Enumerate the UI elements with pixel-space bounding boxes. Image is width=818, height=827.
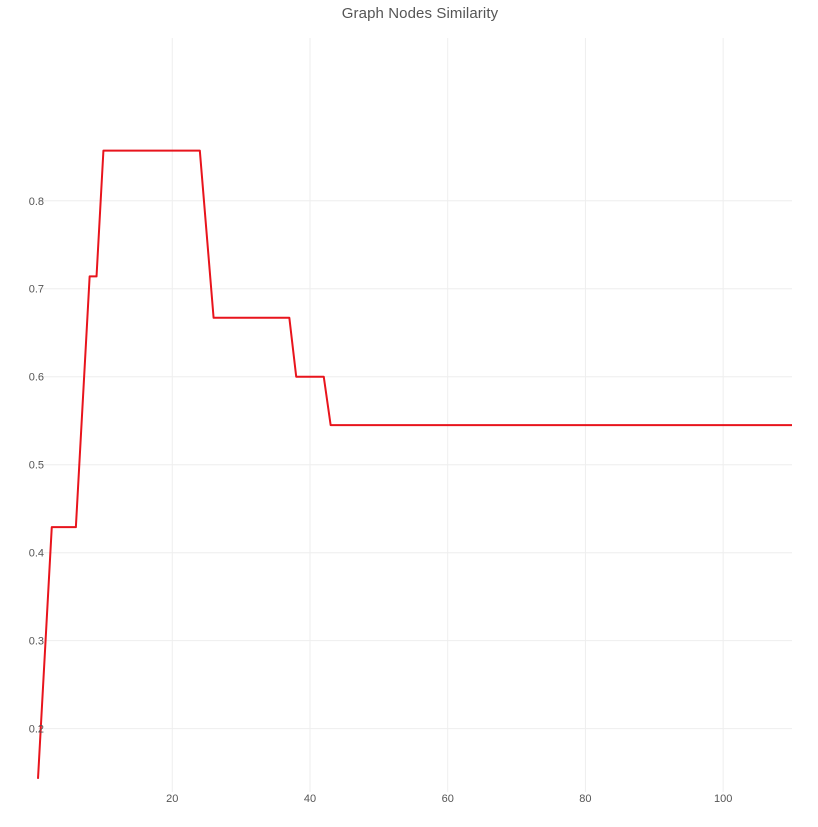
chart-title: Graph Nodes Similarity — [341, 5, 499, 22]
y-tick-label: 0.4 — [29, 548, 44, 560]
y-tick-label: 0.8 — [29, 196, 44, 208]
y-tick-label: 0.7 — [29, 284, 44, 296]
series-layer — [37, 149, 792, 779]
x-tick-label: 80 — [579, 793, 591, 805]
y-tick-label: 0.3 — [29, 636, 44, 648]
x-tick-label: 20 — [166, 793, 178, 805]
x-tick-label: 100 — [714, 793, 732, 805]
x-tick-label: 60 — [442, 793, 454, 805]
grid-lines — [38, 38, 792, 792]
x-axis-ticks: 20 40 60 80 100 — [166, 793, 732, 805]
y-tick-label: 0.6 — [29, 372, 44, 384]
x-tick-label: 40 — [304, 793, 316, 805]
y-tick-label: 0.5 — [29, 460, 44, 472]
y-axis-ticks: 0.2 0.3 0.4 0.5 0.6 0.7 0.8 — [29, 196, 44, 736]
y-tick-label: 0.2 — [29, 724, 44, 736]
series-line — [37, 149, 792, 779]
